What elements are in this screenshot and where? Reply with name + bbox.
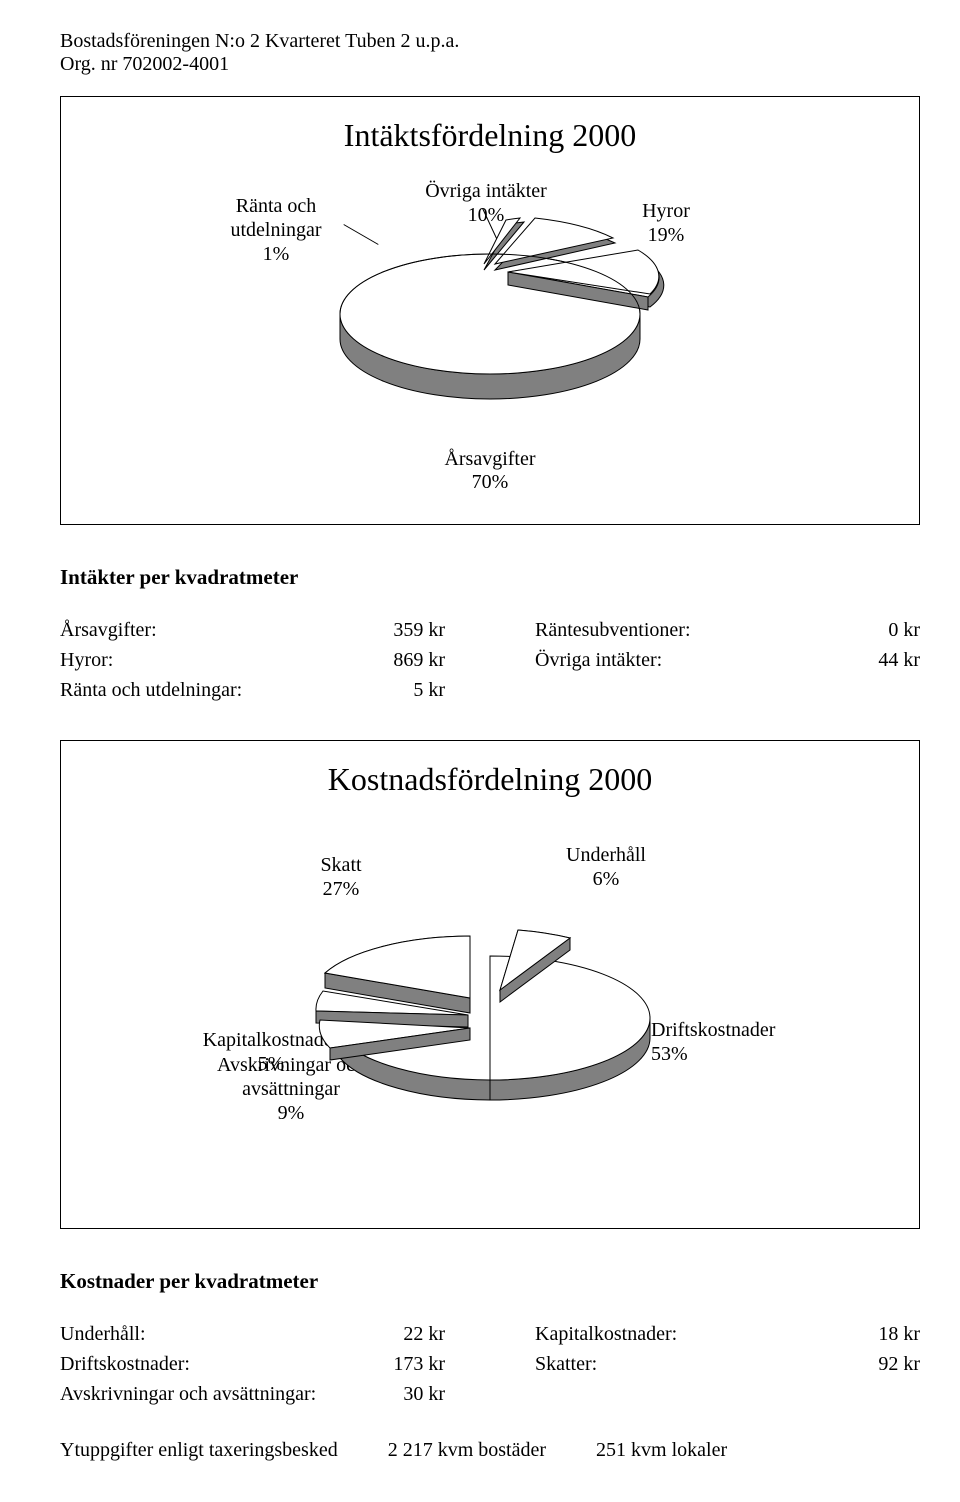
kv-label: Underhåll: bbox=[60, 1319, 146, 1349]
section1-table: Årsavgifter: 359 kr Hyror: 869 kr Ränta … bbox=[60, 615, 920, 705]
table-row: Driftskostnader: 173 kr bbox=[60, 1349, 445, 1379]
table-row: Underhåll: 22 kr bbox=[60, 1319, 445, 1349]
section1-heading: Intäkter per kvadratmeter bbox=[60, 565, 920, 590]
kv-label: Ränta och utdelningar: bbox=[60, 675, 242, 705]
chart1-box: Intäktsfördelning 2000 Ränta ochutdelnin… bbox=[60, 96, 920, 525]
section2-heading: Kostnader per kvadratmeter bbox=[60, 1269, 920, 1294]
kv-label: Kapitalkostnader: bbox=[535, 1319, 677, 1349]
section2-table: Underhåll: 22 kr Driftskostnader: 173 kr… bbox=[60, 1319, 920, 1409]
footer-row: Ytuppgifter enligt taxeringsbesked 2 217… bbox=[60, 1439, 920, 1462]
footer-label: Ytuppgifter enligt taxeringsbesked bbox=[60, 1439, 338, 1462]
kv-value: 92 kr bbox=[878, 1349, 920, 1379]
kv-value: 44 kr bbox=[878, 645, 920, 675]
kv-value: 173 kr bbox=[393, 1349, 445, 1379]
footer-val1: 2 217 kvm bostäder bbox=[388, 1439, 546, 1462]
kv-value: 30 kr bbox=[403, 1379, 445, 1409]
kv-label: Övriga intäkter: bbox=[535, 645, 662, 675]
kv-value: 5 kr bbox=[413, 675, 445, 705]
table-row: Ränta och utdelningar: 5 kr bbox=[60, 675, 445, 705]
kv-value: 0 kr bbox=[888, 615, 920, 645]
chart1-label-arsavg: Årsavgifter70% bbox=[91, 448, 889, 494]
table-row: Skatter: 92 kr bbox=[535, 1349, 920, 1379]
kv-value: 869 kr bbox=[393, 645, 445, 675]
org-number: Org. nr 702002-4001 bbox=[60, 53, 920, 76]
chart1-pie-icon bbox=[280, 174, 700, 434]
kv-value: 22 kr bbox=[403, 1319, 445, 1349]
table-row: Kapitalkostnader: 18 kr bbox=[535, 1319, 920, 1349]
table-row: Räntesubventioner: 0 kr bbox=[535, 615, 920, 645]
kv-label: Räntesubventioner: bbox=[535, 615, 691, 645]
kv-label: Avskrivningar och avsättningar: bbox=[60, 1379, 316, 1409]
chart1-title: Intäktsfördelning 2000 bbox=[91, 117, 889, 154]
kv-label: Skatter: bbox=[535, 1349, 597, 1379]
kv-value: 18 kr bbox=[878, 1319, 920, 1349]
kv-value: 359 kr bbox=[393, 615, 445, 645]
chart2-pie-icon bbox=[250, 868, 730, 1148]
kv-label: Driftskostnader: bbox=[60, 1349, 190, 1379]
kv-label: Hyror: bbox=[60, 645, 113, 675]
footer-val2: 251 kvm lokaler bbox=[596, 1439, 727, 1462]
table-row: Övriga intäkter: 44 kr bbox=[535, 645, 920, 675]
org-name: Bostadsföreningen N:o 2 Kvarteret Tuben … bbox=[60, 30, 920, 53]
chart2-box: Kostnadsfördelning 2000 Skatt27% Underhå… bbox=[60, 740, 920, 1229]
chart2-title: Kostnadsfördelning 2000 bbox=[91, 761, 889, 798]
kv-label: Årsavgifter: bbox=[60, 615, 157, 645]
table-row: Avskrivningar och avsättningar: 30 kr bbox=[60, 1379, 445, 1409]
table-row: Hyror: 869 kr bbox=[60, 645, 445, 675]
table-row: Årsavgifter: 359 kr bbox=[60, 615, 445, 645]
